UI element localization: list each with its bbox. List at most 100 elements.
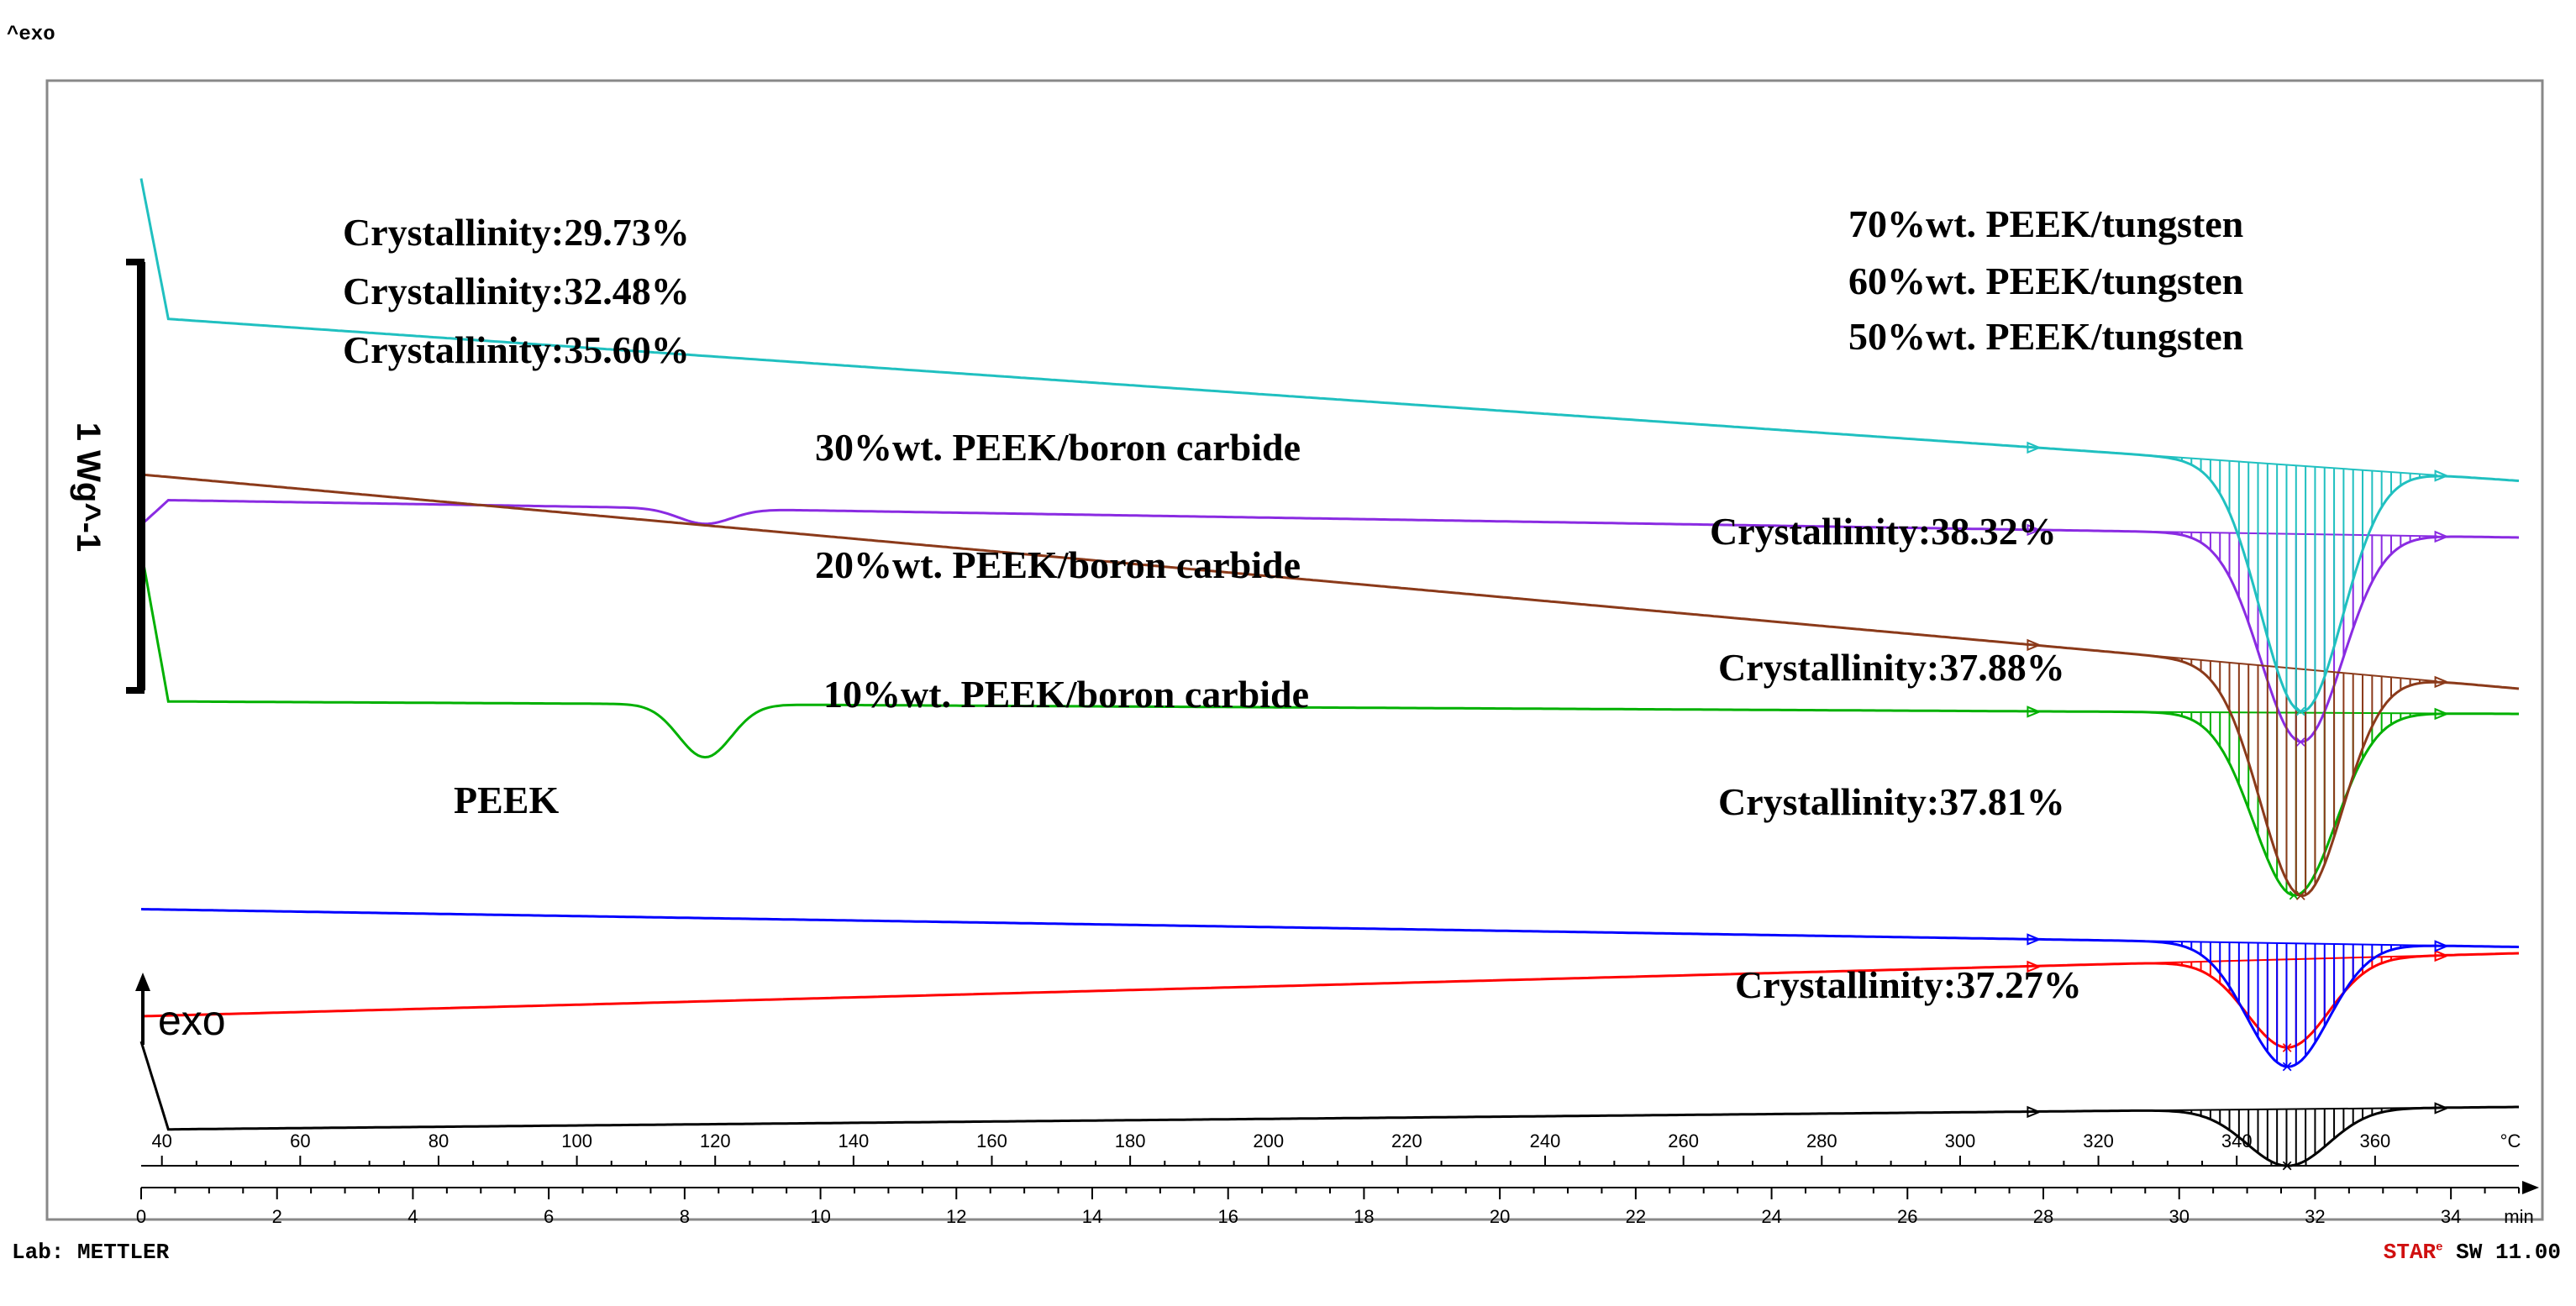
integration-limit-marker: ⊳ [2432,464,2449,487]
exo-label: exo [158,997,226,1044]
integration-limit-marker: ⊳ [2025,700,2042,723]
integration-limit-marker: ⊳ [2432,702,2449,725]
integration-limit-marker: ⊳ [2025,1101,2042,1124]
temp-tick-label: 240 [1530,1130,1561,1151]
series-line [140,952,2520,1049]
integration-limit-marker: ⊳ [2432,525,2449,548]
temp-tick-label: 120 [700,1130,731,1151]
integration-limit-marker: ⊳ [2025,928,2042,951]
series-name-label: 50%wt. PEEK/tungsten [1848,315,2243,358]
peak-marker: × [2295,731,2306,753]
exo-indicator: exo [135,973,226,1045]
exo-arrowhead-icon [135,973,150,991]
series-name-label: 60%wt. PEEK/tungsten [1848,260,2243,302]
peak-marker: × [2281,1056,2293,1078]
time-tick-label: 26 [1897,1206,1917,1227]
software-version: SW 11.00 [2456,1240,2561,1265]
temp-tick-label: 360 [2359,1130,2390,1151]
time-tick-label: 4 [407,1206,418,1227]
time-tick-label: 8 [680,1206,690,1227]
series-6: ⊳ ⊳ × [139,178,2520,723]
software-label: STARe SW 11.00 [2384,1240,2561,1265]
time-tick-label: 28 [2033,1206,2053,1227]
peak-marker: × [2295,885,2306,908]
temp-tick-label: 260 [1668,1130,1699,1151]
time-tick-label: 34 [2441,1206,2461,1227]
time-tick-label: 10 [810,1206,830,1227]
scale-bar-label: 1 Wg^-1 [70,422,107,552]
peak-baseline [2029,643,2438,683]
temp-tick-label: 140 [839,1130,870,1151]
time-tick-label: 32 [2305,1206,2325,1227]
crystallinity-label: Crystallinity:37.81% [1718,780,2065,823]
scale-bar: 1 Wg^-1 [70,259,145,694]
integration-limit-marker: ⊳ [2025,519,2042,542]
series-name-label: PEEK [454,779,559,821]
integration-limit-marker: ⊳ [2025,634,2042,657]
temp-tick-label: 320 [2083,1130,2114,1151]
time-tick-label: 16 [1217,1206,1238,1227]
crystallinity-label: Crystallinity:37.27% [1735,963,2082,1006]
integration-limit-marker: ⊳ [2432,945,2449,968]
temp-tick-label: 180 [1115,1130,1146,1151]
series-line [140,473,2520,898]
software-brand: STAR [2383,1240,2437,1265]
temp-tick-label: 40 [151,1130,171,1151]
peak-baseline [2029,1106,2437,1113]
software-brand-sup: e [2436,1240,2443,1255]
series-5: ⊳ ⊳ × [140,473,2520,908]
series-line [139,1041,2519,1167]
integration-limit-marker: ⊳ [2432,1097,2449,1120]
time-tick-label: 20 [1490,1206,1510,1227]
peak-baseline [2029,710,2437,715]
series-4: ⊳ ⊳ × [139,498,2520,753]
series-0: ⊳ ⊳ × [139,1041,2519,1177]
time-tick-label: 14 [1082,1206,1102,1227]
labels-layer: 70%wt. PEEK/tungsten Crystallinity:29.73%… [343,202,2243,1006]
temp-tick-label: 200 [1253,1130,1284,1151]
series-name-label: 30%wt. PEEK/boron carbide [815,426,1301,469]
integration-limit-marker: ⊳ [2432,935,2449,957]
plot-frame [45,79,2544,1221]
series-2: ⊳ ⊳× [140,908,2520,1078]
series-3: ⊳ ⊳ × [139,549,2519,907]
series-name-label: 10%wt. PEEK/boron carbide [823,673,1309,716]
series-name-label: 70%wt. PEEK/tungsten [1848,202,2243,245]
crystallinity-label: Crystallinity:38.32% [1710,510,2057,553]
time-tick-label: 18 [1354,1206,1374,1227]
integration-limit-marker: ⊳ [2025,955,2042,978]
series-line [139,178,2520,713]
crystallinity-label: Crystallinity:29.73% [343,211,690,254]
series-line [139,549,2519,897]
peak-marker: × [2295,700,2306,723]
curves-layer: ⊳⊳×⊳⊳×⊳⊳×⊳⊳×⊳⊳×⊳⊳×⊳⊳× [139,178,2520,1177]
lab-label: Lab: METTLER [12,1240,170,1265]
crystallinity-label: Crystallinity:32.48% [343,270,690,312]
temp-tick-label: 160 [976,1130,1007,1151]
time-tick-label: 22 [1626,1206,1646,1227]
peak-baseline [2029,938,2437,947]
time-tick-label: 24 [1761,1206,1781,1227]
crystallinity-label: Crystallinity:35.60% [343,328,690,371]
time-tick-label: 2 [272,1206,282,1227]
crystallinity-label: Crystallinity:37.88% [1718,646,2065,689]
time-tick-label: 30 [2169,1206,2189,1227]
series-name-label: 20%wt. PEEK/boron carbide [815,543,1301,586]
time-unit-label: min [2504,1206,2533,1227]
temp-tick-label: 80 [428,1130,449,1151]
integration-limit-marker: ⊳ [2025,436,2042,459]
time-tick-label: 12 [946,1206,966,1227]
series-line [139,498,2520,743]
temp-tick-label: 220 [1391,1130,1422,1151]
corner-exo-label: ^exo [7,24,55,46]
series-line [140,908,2520,1068]
peak-baseline [2029,446,2438,476]
time-tick-label: 0 [136,1206,146,1227]
temp-unit-label: °C [2500,1130,2521,1151]
integration-limit-marker: ⊳ [2432,670,2449,693]
peak-baseline [2029,528,2437,538]
series-1: ⊳⊳× [140,945,2520,1059]
peak-baseline [2029,954,2437,968]
